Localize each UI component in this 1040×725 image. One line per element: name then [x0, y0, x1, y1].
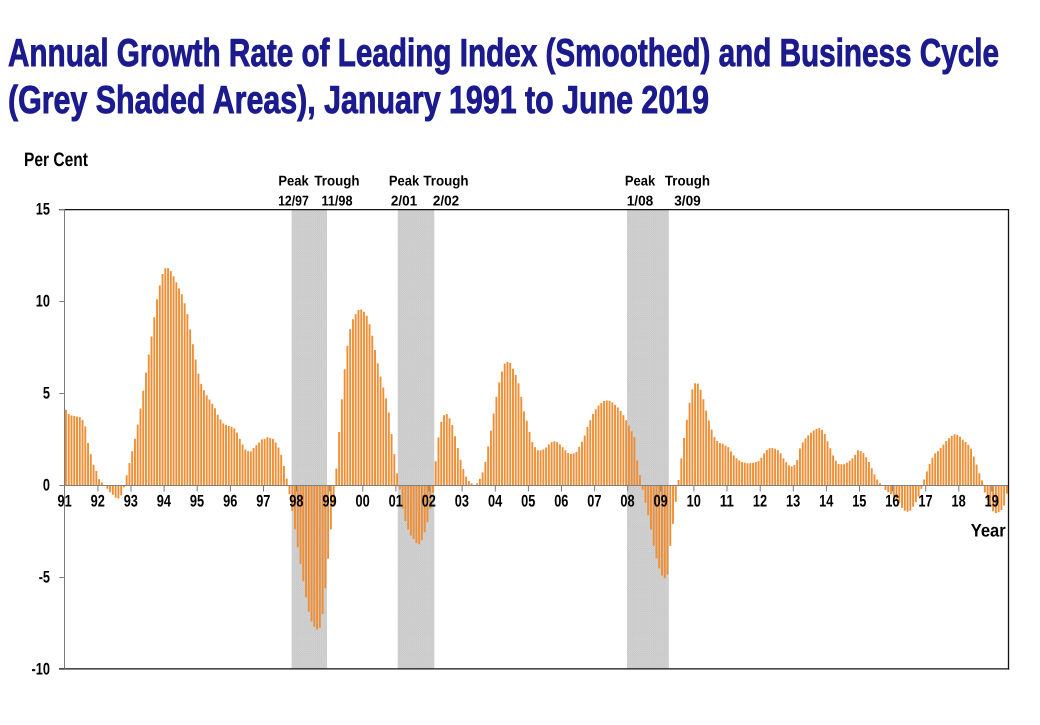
svg-text:13: 13	[786, 491, 800, 510]
svg-text:Peak: Peak	[278, 173, 308, 189]
svg-text:Peak: Peak	[625, 173, 655, 189]
svg-text:Per Cent: Per Cent	[24, 149, 88, 171]
svg-text:16: 16	[885, 491, 899, 510]
svg-text:01: 01	[389, 491, 403, 510]
svg-text:98: 98	[289, 491, 303, 510]
svg-text:19: 19	[985, 491, 999, 510]
svg-text:2/02: 2/02	[433, 192, 459, 208]
svg-text:10: 10	[36, 292, 50, 311]
svg-text:06: 06	[554, 491, 568, 510]
svg-text:12/97: 12/97	[278, 192, 309, 208]
svg-text:95: 95	[190, 491, 204, 510]
svg-text:11: 11	[720, 491, 734, 510]
svg-text:08: 08	[620, 491, 634, 510]
svg-text:Trough: Trough	[665, 173, 710, 189]
svg-text:18: 18	[952, 491, 966, 510]
svg-text:17: 17	[918, 491, 932, 510]
svg-text:02: 02	[422, 491, 436, 510]
svg-text:15: 15	[852, 491, 866, 510]
svg-text:92: 92	[91, 491, 105, 510]
svg-text:91: 91	[58, 491, 72, 510]
svg-text:15: 15	[36, 200, 50, 219]
svg-text:07: 07	[587, 491, 601, 510]
svg-text:0: 0	[43, 476, 50, 495]
svg-text:Trough: Trough	[423, 173, 468, 189]
svg-text:2/01: 2/01	[391, 192, 417, 208]
svg-text:11/98: 11/98	[322, 192, 353, 208]
svg-text:04: 04	[488, 491, 503, 510]
svg-text:(Grey Shaded Areas), January 1: (Grey Shaded Areas), January 1991 to Jun…	[8, 79, 709, 122]
svg-text:99: 99	[322, 491, 336, 510]
svg-text:3/09: 3/09	[674, 192, 701, 208]
svg-text:97: 97	[256, 491, 270, 510]
svg-text:14: 14	[819, 491, 834, 510]
svg-text:09: 09	[654, 491, 668, 510]
svg-text:Year: Year	[971, 520, 1006, 540]
svg-text:00: 00	[356, 491, 370, 510]
svg-text:Annual Growth Rate of Leading: Annual Growth Rate of Leading Index (Smo…	[8, 32, 999, 75]
svg-text:5: 5	[43, 384, 50, 403]
svg-text:94: 94	[157, 491, 172, 510]
svg-text:1/08: 1/08	[627, 192, 654, 208]
svg-text:96: 96	[223, 491, 237, 510]
svg-text:03: 03	[455, 491, 469, 510]
svg-text:05: 05	[521, 491, 535, 510]
svg-text:10: 10	[687, 491, 701, 510]
svg-text:12: 12	[753, 491, 767, 510]
svg-text:-5: -5	[39, 568, 50, 587]
svg-text:-10: -10	[32, 660, 51, 679]
svg-text:Peak: Peak	[389, 173, 419, 189]
svg-text:93: 93	[124, 491, 138, 510]
svg-text:Trough: Trough	[314, 173, 359, 189]
